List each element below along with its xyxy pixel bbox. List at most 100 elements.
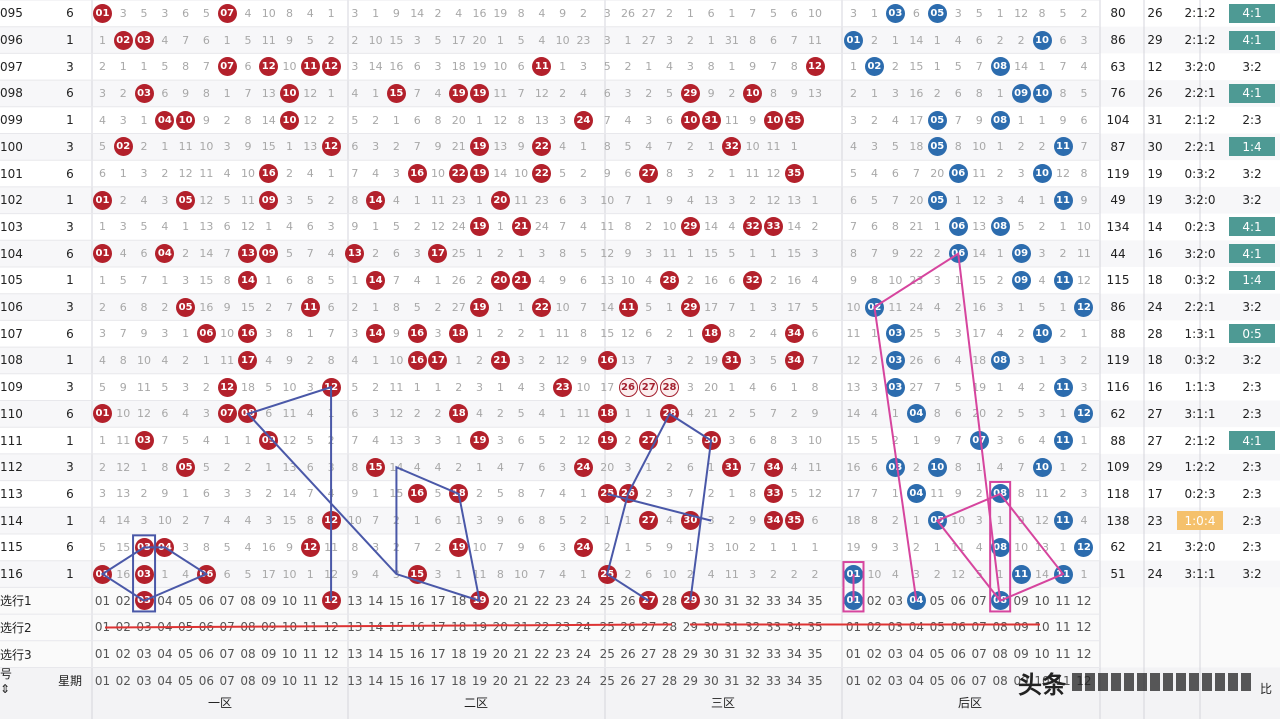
omission-count: 12 [600, 247, 615, 261]
omission-count: 1 [975, 460, 983, 474]
front-ball: 12 [321, 137, 341, 157]
omission-count: 3 [996, 300, 1004, 314]
omission-count: 3 [434, 434, 442, 448]
omission-count: 3 [99, 86, 106, 100]
pick-back-number: 02 [866, 593, 883, 608]
omission-count: 1 [1038, 193, 1046, 207]
odd-even-ratio: 2:3 [1242, 486, 1262, 501]
omission-count: 2 [496, 327, 504, 341]
omission-count: 4 [645, 140, 653, 154]
pick-front-number: 09 [261, 620, 277, 635]
omission-count: 1 [1017, 300, 1025, 314]
omission-count: 17 [261, 567, 276, 581]
omission-count: 1 [99, 273, 106, 287]
back-column-header: 07 [971, 673, 987, 688]
omission-count: 1 [769, 247, 777, 261]
omission-count: 5 [603, 60, 611, 74]
omission-count: 5 [559, 167, 567, 181]
front-ball: 33 [763, 484, 783, 504]
front-ball: 10 [176, 110, 196, 130]
omission-count: 5 [517, 33, 525, 47]
omission-count: 8 [975, 86, 983, 100]
pick-front-ball: 03 [134, 591, 154, 611]
omission-count: 2 [975, 487, 983, 501]
omission-count: 4 [891, 567, 899, 581]
omission-count: 2 [891, 514, 899, 528]
omission-count: 1 [912, 514, 920, 528]
omission-count: 6 [954, 86, 962, 100]
omission-count: 3 [769, 300, 777, 314]
span-value: 19 [1147, 193, 1163, 208]
zone-ratio: 0:3:2 [1184, 353, 1216, 368]
span-value: 23 [1147, 513, 1163, 528]
omission-count: 5 [645, 300, 653, 314]
span-value: 28 [1147, 326, 1163, 341]
omission-count: 3 [306, 380, 314, 394]
omission-count: 6 [933, 353, 941, 367]
back-ball: 05 [927, 190, 947, 210]
omission-count: 5 [244, 567, 252, 581]
odd-even-badge: 4:1 [1229, 83, 1275, 103]
span-value: 19 [1147, 166, 1163, 181]
omission-count: 5 [99, 540, 106, 554]
omission-count: 5 [1059, 6, 1067, 20]
odd-even-badge: 4:1 [1229, 431, 1275, 451]
omission-count: 4 [811, 273, 819, 287]
omission-count: 2 [434, 6, 442, 20]
pick-front-number: 15 [388, 593, 405, 608]
pick-front-number: 06 [198, 647, 215, 662]
omission-count: 2 [327, 113, 335, 127]
omission-count: 9 [1080, 193, 1088, 207]
sum-value: 104 [1106, 113, 1130, 128]
omission-count: 7 [790, 33, 798, 47]
sum-value: 109 [1106, 460, 1130, 475]
weekday: 6 [66, 540, 74, 555]
pick-back-number: 11 [1055, 620, 1071, 635]
omission-count: 4 [1017, 193, 1025, 207]
pick-back-number: 07 [971, 593, 987, 608]
omission-count: 6 [1017, 434, 1025, 448]
omission-count: 16 [972, 300, 987, 314]
weekday: 3 [66, 380, 74, 395]
omission-count: 4 [891, 113, 899, 127]
odd-even-badge: 4:1 [1229, 217, 1275, 237]
omission-count: 7 [954, 434, 962, 448]
omission-count: 14 [410, 6, 425, 20]
omission-count: 11 [724, 567, 739, 581]
front-ball-ring: 26 [618, 377, 638, 397]
pick-front-number: 20 [492, 593, 508, 608]
pick-front-number: 03 [136, 620, 152, 635]
front-column-header: 16 [409, 673, 425, 688]
issue-number: 096 [0, 33, 23, 48]
omission-count: 9 [1017, 514, 1025, 528]
omission-count: 7 [202, 514, 210, 528]
omission-count: 14 [787, 220, 802, 234]
omission-count: 1 [223, 86, 231, 100]
omission-count: 5 [1080, 86, 1088, 100]
front-ball: 34 [784, 324, 804, 344]
omission-count: 4 [850, 140, 857, 154]
pick-front-number: 17 [430, 647, 446, 662]
back-ball: 05 [927, 137, 947, 157]
omission-count: 2 [327, 33, 335, 47]
omission-count: 10 [951, 514, 966, 528]
odd-even-badge: 4:1 [1229, 30, 1275, 50]
omission-count: 18 [909, 140, 924, 154]
front-ball: 16 [407, 350, 427, 370]
omission-count: 5 [327, 273, 335, 287]
front-ball-ring: 27 [639, 377, 659, 397]
pick-front-number: 01 [94, 620, 111, 635]
back-ball: 07 [969, 431, 989, 451]
back-column-header: 11 [1055, 673, 1071, 688]
omission-count: 7 [286, 300, 294, 314]
omission-count: 14 [1035, 567, 1050, 581]
pick-back-ball: 08 [990, 591, 1010, 611]
omission-count: 13 [808, 86, 823, 100]
pick-back-number: 12 [1076, 593, 1092, 608]
omission-count: 6 [351, 407, 359, 421]
back-ball: 01 [844, 564, 863, 584]
omission-count: 5 [161, 60, 169, 74]
omission-count: 3 [645, 113, 653, 127]
omission-count: 2 [434, 300, 442, 314]
omission-count: 9 [870, 540, 878, 554]
